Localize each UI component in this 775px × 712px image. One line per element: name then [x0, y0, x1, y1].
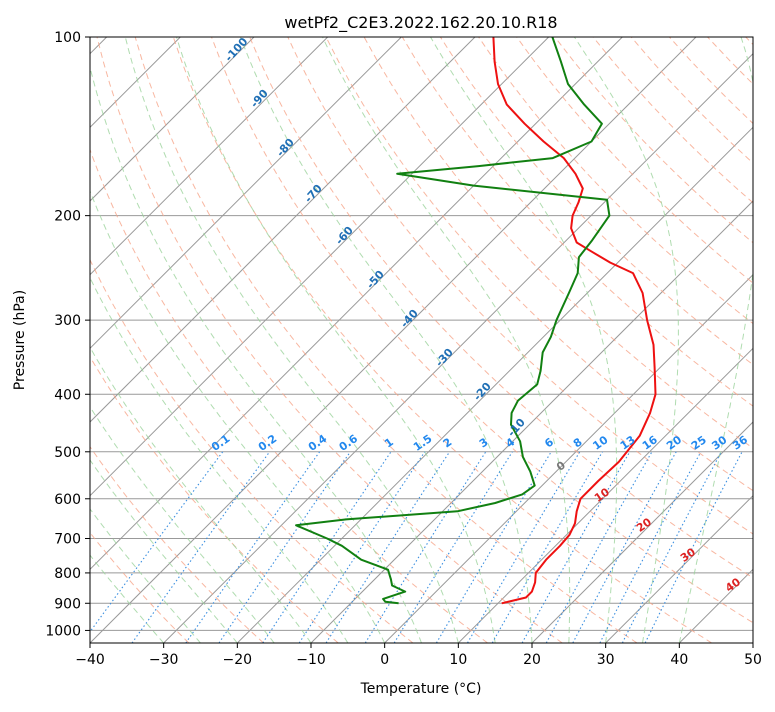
chart-title: wetPf2_C2E3.2022.162.20.10.R18	[284, 13, 557, 33]
x-tick-label: 30	[597, 652, 615, 668]
y-tick-label: 900	[54, 596, 81, 612]
x-tick-label: 40	[670, 652, 688, 668]
x-tick-label: 0	[380, 652, 389, 668]
y-tick-label: 1000	[45, 623, 81, 639]
x-tick-label: 50	[744, 652, 762, 668]
x-axis-label: Temperature (°C)	[360, 681, 482, 697]
y-tick-label: 100	[54, 30, 81, 46]
x-tick-label: −30	[149, 652, 179, 668]
x-tick-label: 20	[523, 652, 541, 668]
x-tick-label: −10	[296, 652, 326, 668]
y-tick-label: 800	[54, 566, 81, 582]
y-tick-label: 200	[54, 209, 81, 225]
x-tick-label: 10	[449, 652, 467, 668]
y-tick-label: 400	[54, 387, 81, 403]
y-tick-label: 300	[54, 313, 81, 329]
x-tick-label: −20	[223, 652, 253, 668]
x-tick-label: −40	[75, 652, 105, 668]
y-tick-label: 600	[54, 492, 81, 508]
y-tick-label: 500	[54, 445, 81, 461]
y-axis-label: Pressure (hPa)	[12, 290, 28, 390]
y-tick-label: 700	[54, 532, 81, 548]
